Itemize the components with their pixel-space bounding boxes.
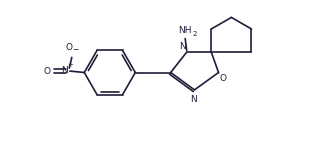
Text: O: O xyxy=(43,67,50,76)
Text: N: N xyxy=(62,66,68,75)
Text: NH: NH xyxy=(179,26,192,35)
Text: N: N xyxy=(179,42,185,51)
Text: N: N xyxy=(191,95,197,104)
Text: O: O xyxy=(220,74,227,83)
Text: O: O xyxy=(66,44,73,52)
Text: 2: 2 xyxy=(192,31,197,37)
Text: −: − xyxy=(72,45,79,54)
Text: +: + xyxy=(67,62,73,68)
